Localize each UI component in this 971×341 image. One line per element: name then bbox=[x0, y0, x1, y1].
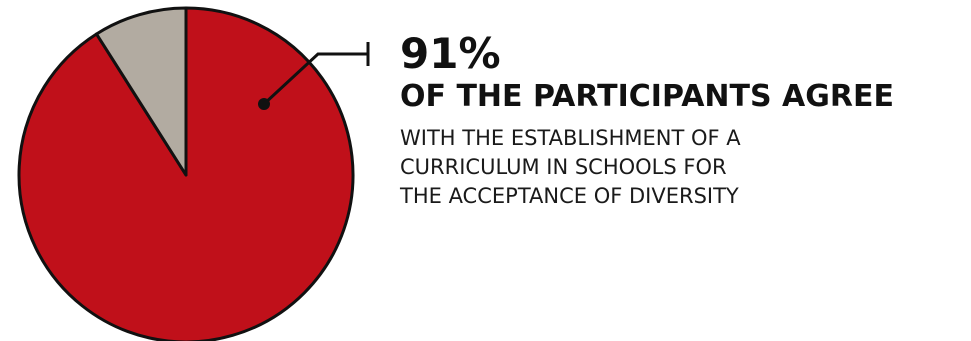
pie-slices bbox=[17, 6, 355, 341]
leader-line bbox=[262, 52, 368, 106]
pie-chart bbox=[17, 6, 370, 341]
stat-description-line: CURRICULUM IN SCHOOLS FOR bbox=[400, 155, 727, 179]
leader-dot bbox=[258, 98, 270, 110]
stat-description: WITH THE ESTABLISHMENT OF A CURRICULUM I… bbox=[400, 124, 894, 211]
stat-callout: 91% OF THE PARTICIPANTS AGREE WITH THE E… bbox=[400, 30, 894, 211]
pie-slice-agree bbox=[17, 6, 355, 341]
stat-description-line: THE ACCEPTANCE OF DIVERSITY bbox=[400, 184, 739, 208]
stat-description-line: WITH THE ESTABLISHMENT OF A bbox=[400, 126, 741, 150]
stat-headline: OF THE PARTICIPANTS AGREE bbox=[400, 79, 894, 114]
stat-value: 91% bbox=[400, 29, 501, 78]
pie-slice-other bbox=[95, 6, 188, 177]
callout-pointer bbox=[258, 42, 370, 110]
